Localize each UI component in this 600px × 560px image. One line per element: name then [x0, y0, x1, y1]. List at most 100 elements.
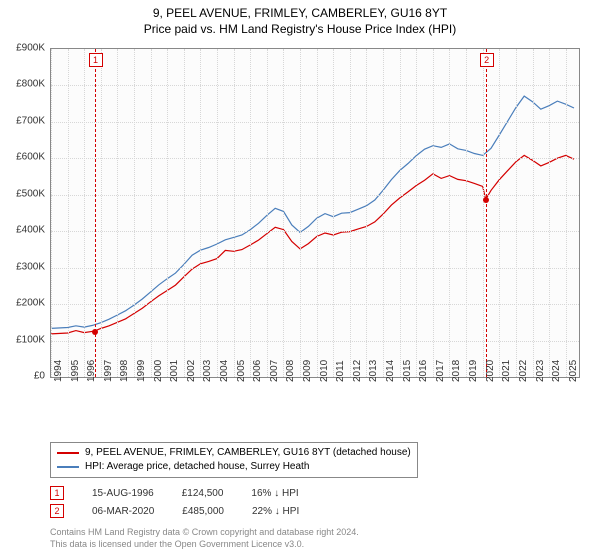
y-axis-label: £400K — [16, 225, 45, 236]
gridline-vertical — [250, 49, 251, 377]
y-axis-label: £500K — [16, 188, 45, 199]
sale-row-price: £485,000 — [182, 506, 224, 517]
y-axis-label: £900K — [16, 43, 45, 54]
y-axis-label: £300K — [16, 261, 45, 272]
gridline-vertical — [366, 49, 367, 377]
y-axis-label: £800K — [16, 79, 45, 90]
x-axis-label: 1997 — [103, 360, 114, 382]
x-axis-label: 1998 — [119, 360, 130, 382]
gridline-vertical — [267, 49, 268, 377]
gridline-vertical — [84, 49, 85, 377]
x-axis-label: 2013 — [368, 360, 379, 382]
legend-swatch-price-paid — [57, 452, 79, 454]
x-axis-label: 2025 — [568, 360, 579, 382]
x-axis-label: 2007 — [269, 360, 280, 382]
sale-row-date: 15-AUG-1996 — [92, 488, 154, 499]
series-line-price_paid — [51, 155, 574, 334]
chart-title-subtitle: Price paid vs. HM Land Registry's House … — [0, 22, 600, 36]
legend-label-hpi: HPI: Average price, detached house, Surr… — [85, 460, 309, 474]
gridline-vertical — [217, 49, 218, 377]
x-axis-label: 2019 — [468, 360, 479, 382]
x-axis-label: 2020 — [485, 360, 496, 382]
legend-and-footer: 9, PEEL AVENUE, FRIMLEY, CAMBERLEY, GU16… — [50, 442, 580, 550]
y-axis-label: £100K — [16, 334, 45, 345]
x-axis-label: 2010 — [319, 360, 330, 382]
sale-marker-dot — [483, 197, 489, 203]
gridline-vertical — [300, 49, 301, 377]
legend-box: 9, PEEL AVENUE, FRIMLEY, CAMBERLEY, GU16… — [50, 442, 418, 478]
gridline-vertical — [51, 49, 52, 377]
gridline-vertical — [184, 49, 185, 377]
x-axis-label: 2003 — [202, 360, 213, 382]
sale-marker-line — [486, 49, 487, 377]
gridline-vertical — [400, 49, 401, 377]
sale-marker-number: 1 — [89, 53, 103, 67]
x-axis-label: 2001 — [169, 360, 180, 382]
gridline-vertical — [549, 49, 550, 377]
x-axis-label: 2002 — [186, 360, 197, 382]
x-axis-label: 2016 — [418, 360, 429, 382]
gridline-vertical — [350, 49, 351, 377]
gridline-vertical — [151, 49, 152, 377]
gridline-vertical — [117, 49, 118, 377]
gridline-vertical — [416, 49, 417, 377]
x-axis-label: 2021 — [501, 360, 512, 382]
x-axis-label: 2022 — [518, 360, 529, 382]
gridline-vertical — [333, 49, 334, 377]
y-axis-label: £600K — [16, 152, 45, 163]
x-axis-label: 2017 — [435, 360, 446, 382]
gridline-vertical — [134, 49, 135, 377]
gridline-vertical — [234, 49, 235, 377]
sale-row-date: 06-MAR-2020 — [92, 506, 154, 517]
x-axis-label: 2005 — [236, 360, 247, 382]
x-axis-label: 2011 — [335, 360, 346, 382]
x-axis-label: 1999 — [136, 360, 147, 382]
chart-title-block: 9, PEEL AVENUE, FRIMLEY, CAMBERLEY, GU16… — [0, 0, 600, 36]
chart-area: 12 £0£100K£200K£300K£400K£500K£600K£700K… — [50, 48, 580, 398]
sale-marker-dot — [92, 329, 98, 335]
gridline-vertical — [483, 49, 484, 377]
gridline-vertical — [200, 49, 201, 377]
sale-row-delta: 22% ↓ HPI — [252, 506, 299, 517]
series-line-hpi — [51, 96, 574, 328]
plot-region: 12 — [50, 48, 580, 378]
gridline-vertical — [68, 49, 69, 377]
y-axis-label: £200K — [16, 298, 45, 309]
x-axis-label: 2009 — [302, 360, 313, 382]
sale-row-marker: 2 — [50, 504, 64, 518]
chart-title-address: 9, PEEL AVENUE, FRIMLEY, CAMBERLEY, GU16… — [0, 6, 600, 20]
legend-label-price-paid: 9, PEEL AVENUE, FRIMLEY, CAMBERLEY, GU16… — [85, 446, 411, 460]
x-axis-label: 2006 — [252, 360, 263, 382]
legend-swatch-hpi — [57, 466, 79, 468]
x-axis-label: 1995 — [70, 360, 81, 382]
gridline-vertical — [167, 49, 168, 377]
gridline-vertical — [499, 49, 500, 377]
x-axis-label: 2004 — [219, 360, 230, 382]
sale-row-marker: 1 — [50, 486, 64, 500]
gridline-vertical — [449, 49, 450, 377]
gridline-vertical — [101, 49, 102, 377]
x-axis-label: 1996 — [86, 360, 97, 382]
x-axis-label: 2018 — [451, 360, 462, 382]
gridline-vertical — [283, 49, 284, 377]
gridline-vertical — [466, 49, 467, 377]
sale-row-delta: 16% ↓ HPI — [251, 488, 298, 499]
legend-row-hpi: HPI: Average price, detached house, Surr… — [57, 460, 411, 474]
footer-line1: Contains HM Land Registry data © Crown c… — [50, 526, 580, 538]
gridline-vertical — [566, 49, 567, 377]
gridline-vertical — [533, 49, 534, 377]
x-axis-label: 1994 — [53, 360, 64, 382]
sale-marker-number: 2 — [480, 53, 494, 67]
sale-row-price: £124,500 — [182, 488, 224, 499]
footer-attribution: Contains HM Land Registry data © Crown c… — [50, 526, 580, 550]
footer-line2: This data is licensed under the Open Gov… — [50, 538, 580, 550]
x-axis-label: 2023 — [535, 360, 546, 382]
sales-table: 1 15-AUG-1996 £124,500 16% ↓ HPI 2 06-MAR-202… — [50, 486, 580, 518]
x-axis-label: 2015 — [402, 360, 413, 382]
gridline-vertical — [516, 49, 517, 377]
y-axis-label: £700K — [16, 115, 45, 126]
legend-row-price-paid: 9, PEEL AVENUE, FRIMLEY, CAMBERLEY, GU16… — [57, 446, 411, 460]
gridline-vertical — [433, 49, 434, 377]
x-axis-label: 2024 — [551, 360, 562, 382]
x-axis-label: 2012 — [352, 360, 363, 382]
